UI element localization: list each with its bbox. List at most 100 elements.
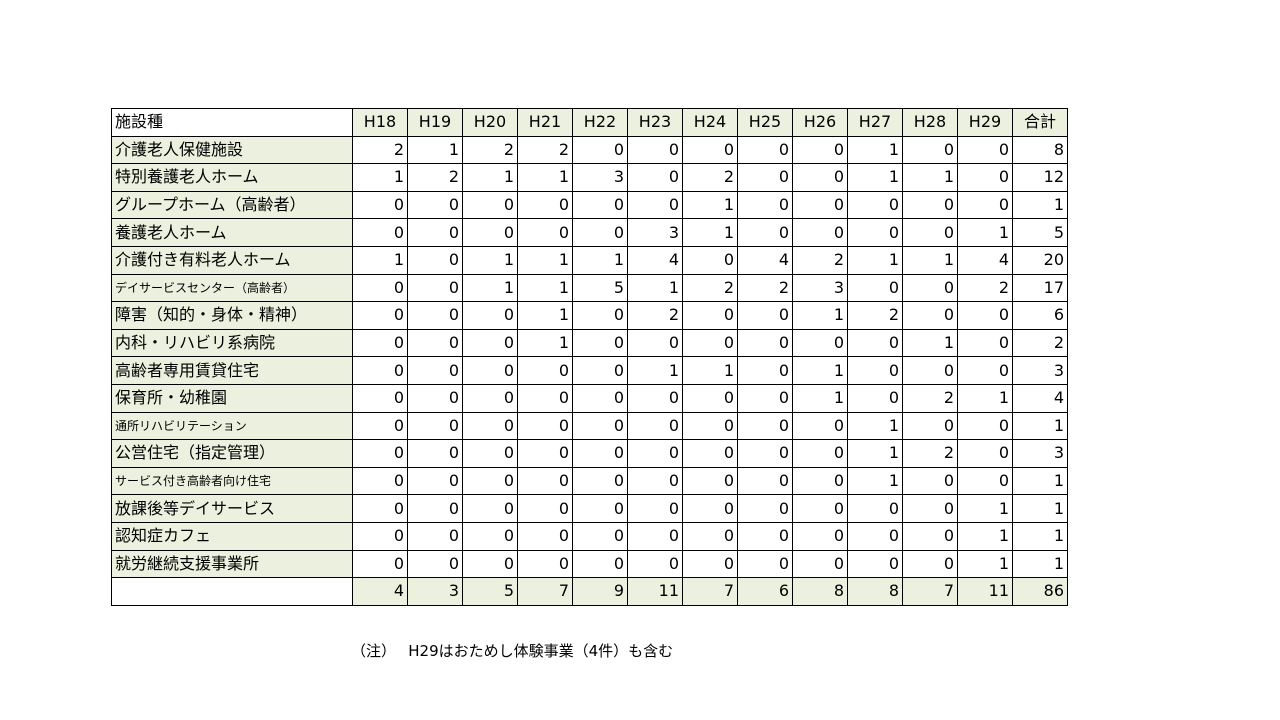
count-cell: 2 bbox=[682, 163, 738, 192]
count-cell: 0 bbox=[682, 383, 738, 413]
count-cell: 0 bbox=[847, 356, 903, 385]
table-row: 内科・リハビリ系病院 0 0 0 1 0 0 0 0 0 0 1 0 2 bbox=[111, 328, 1068, 358]
count-cell: 0 bbox=[737, 494, 793, 523]
header-year: H23 bbox=[627, 108, 683, 137]
count-cell: 0 bbox=[847, 494, 903, 523]
count-cell: 0 bbox=[572, 466, 628, 496]
row-total-cell: 6 bbox=[1012, 301, 1068, 330]
count-cell: 2 bbox=[902, 439, 958, 468]
count-cell: 0 bbox=[847, 218, 903, 247]
count-cell: 1 bbox=[572, 245, 628, 275]
row-total-cell: 5 bbox=[1012, 218, 1068, 247]
count-cell: 0 bbox=[792, 135, 848, 165]
count-cell: 2 bbox=[792, 245, 848, 275]
table-row: 高齢者専用賃貸住宅 0 0 0 0 0 1 1 0 1 0 0 0 3 bbox=[111, 356, 1068, 385]
count-cell: 1 bbox=[957, 218, 1013, 247]
count-cell: 0 bbox=[407, 521, 463, 551]
count-cell: 0 bbox=[407, 494, 463, 523]
count-cell: 0 bbox=[407, 549, 463, 579]
count-cell: 0 bbox=[627, 466, 683, 496]
count-cell: 0 bbox=[957, 356, 1013, 385]
count-cell: 0 bbox=[407, 439, 463, 468]
column-total-cell: 11 bbox=[957, 577, 1013, 606]
count-cell: 0 bbox=[737, 190, 793, 220]
count-cell: 1 bbox=[407, 135, 463, 165]
table-row: 通所リハビリテーション 0 0 0 0 0 0 0 0 0 1 0 0 1 bbox=[111, 411, 1068, 441]
count-cell: 0 bbox=[407, 190, 463, 220]
count-cell: 0 bbox=[737, 549, 793, 579]
count-cell: 0 bbox=[517, 218, 573, 247]
count-cell: 0 bbox=[902, 190, 958, 220]
count-cell: 0 bbox=[407, 218, 463, 247]
count-cell: 1 bbox=[627, 356, 683, 385]
count-cell: 0 bbox=[792, 163, 848, 192]
count-cell: 0 bbox=[407, 466, 463, 496]
count-cell: 3 bbox=[792, 273, 848, 303]
count-cell: 0 bbox=[352, 383, 408, 413]
table-row: 就労継続支援事業所 0 0 0 0 0 0 0 0 0 0 0 1 1 bbox=[111, 549, 1068, 579]
count-cell: 0 bbox=[792, 328, 848, 358]
count-cell: 1 bbox=[957, 494, 1013, 523]
count-cell: 4 bbox=[957, 245, 1013, 275]
count-cell: 0 bbox=[737, 383, 793, 413]
row-total-cell: 1 bbox=[1012, 494, 1068, 523]
header-year: H25 bbox=[737, 108, 793, 137]
count-cell: 0 bbox=[572, 218, 628, 247]
count-cell: 1 bbox=[352, 245, 408, 275]
count-cell: 2 bbox=[957, 273, 1013, 303]
count-cell: 0 bbox=[847, 328, 903, 358]
count-cell: 0 bbox=[407, 411, 463, 441]
count-cell: 0 bbox=[572, 301, 628, 330]
count-cell: 0 bbox=[572, 356, 628, 385]
count-cell: 0 bbox=[737, 328, 793, 358]
count-cell: 0 bbox=[407, 356, 463, 385]
count-cell: 1 bbox=[517, 273, 573, 303]
count-cell: 0 bbox=[627, 549, 683, 579]
count-cell: 0 bbox=[627, 439, 683, 468]
count-cell: 0 bbox=[902, 494, 958, 523]
count-cell: 0 bbox=[462, 301, 518, 330]
column-total-cell: 7 bbox=[682, 577, 738, 606]
row-total-cell: 17 bbox=[1012, 273, 1068, 303]
count-cell: 1 bbox=[517, 163, 573, 192]
table-row: 介護付き有料老人ホーム 1 0 1 1 1 4 0 4 2 1 1 4 20 bbox=[111, 245, 1068, 275]
count-cell: 0 bbox=[902, 218, 958, 247]
count-cell: 2 bbox=[462, 135, 518, 165]
count-cell: 0 bbox=[682, 245, 738, 275]
count-cell: 0 bbox=[737, 218, 793, 247]
count-cell: 0 bbox=[902, 521, 958, 551]
count-cell: 0 bbox=[627, 411, 683, 441]
table-row: サービス付き高齢者向け住宅 0 0 0 0 0 0 0 0 0 1 0 0 1 bbox=[111, 466, 1068, 496]
facility-name: 高齢者専用賃貸住宅 bbox=[111, 356, 353, 385]
count-cell: 0 bbox=[627, 494, 683, 523]
count-cell: 0 bbox=[847, 383, 903, 413]
count-cell: 1 bbox=[682, 218, 738, 247]
facility-name: 介護付き有料老人ホーム bbox=[111, 245, 353, 275]
count-cell: 0 bbox=[352, 356, 408, 385]
count-cell: 0 bbox=[462, 494, 518, 523]
count-cell: 0 bbox=[847, 521, 903, 551]
count-cell: 0 bbox=[957, 190, 1013, 220]
count-cell: 0 bbox=[627, 135, 683, 165]
row-total-cell: 4 bbox=[1012, 383, 1068, 413]
count-cell: 0 bbox=[352, 190, 408, 220]
count-cell: 0 bbox=[737, 135, 793, 165]
facility-name: 公営住宅（指定管理） bbox=[111, 439, 353, 468]
facility-name: サービス付き高齢者向け住宅 bbox=[111, 466, 353, 496]
facility-name: 放課後等デイサービス bbox=[111, 494, 353, 523]
table-row: 養護老人ホーム 0 0 0 0 0 3 1 0 0 0 0 1 5 bbox=[111, 218, 1068, 247]
count-cell: 0 bbox=[352, 439, 408, 468]
count-cell: 0 bbox=[902, 411, 958, 441]
count-cell: 0 bbox=[957, 135, 1013, 165]
count-cell: 0 bbox=[462, 411, 518, 441]
facility-name: 介護老人保健施設 bbox=[111, 135, 353, 165]
count-cell: 0 bbox=[517, 549, 573, 579]
count-cell: 0 bbox=[462, 218, 518, 247]
facility-name: 通所リハビリテーション bbox=[111, 411, 353, 441]
count-cell: 0 bbox=[902, 356, 958, 385]
column-total-cell: 8 bbox=[792, 577, 848, 606]
header-year: H24 bbox=[682, 108, 738, 137]
count-cell: 1 bbox=[847, 135, 903, 165]
facility-name: グループホーム（高齢者） bbox=[111, 190, 353, 220]
count-cell: 0 bbox=[792, 190, 848, 220]
